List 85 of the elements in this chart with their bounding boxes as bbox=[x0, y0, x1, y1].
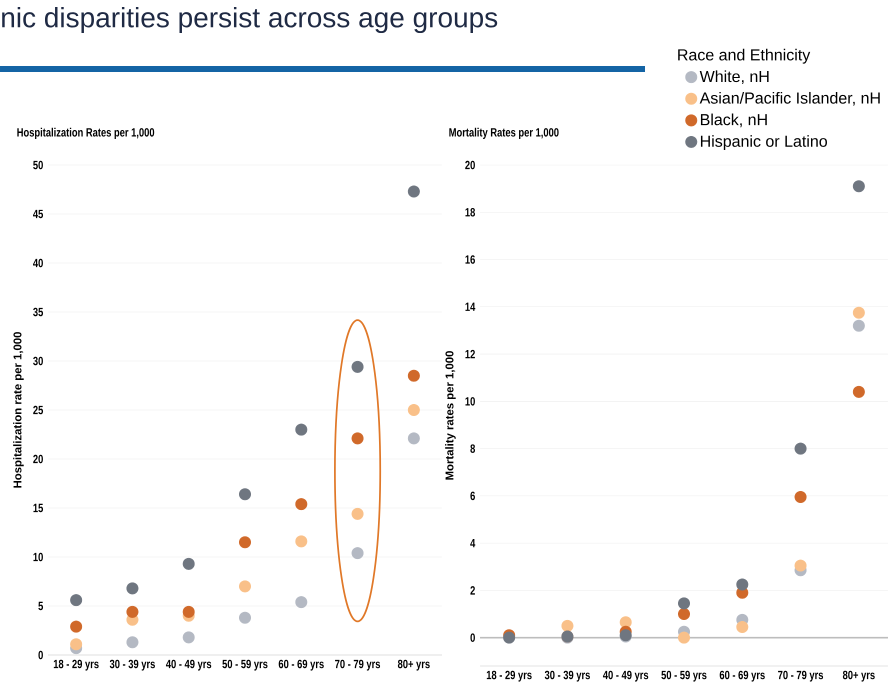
point bbox=[794, 442, 807, 455]
point bbox=[561, 620, 574, 632]
y-tick-label: 6 bbox=[470, 492, 475, 500]
point bbox=[852, 320, 865, 332]
point bbox=[295, 424, 308, 436]
x-tick-label: 18 - 29 yrs bbox=[54, 660, 99, 671]
y-tick-label: 8 bbox=[470, 444, 476, 453]
legend-label: White, nH bbox=[700, 70, 769, 84]
chart-title: Hospitalization Rates per 1,000 bbox=[17, 128, 154, 139]
point bbox=[852, 386, 865, 398]
point bbox=[70, 620, 82, 633]
point bbox=[238, 488, 252, 500]
point bbox=[182, 631, 195, 644]
y-tick-label: 20 bbox=[465, 160, 475, 170]
point bbox=[794, 491, 807, 504]
point bbox=[503, 632, 516, 644]
y-tick-label: 0 bbox=[470, 633, 475, 642]
point bbox=[852, 180, 865, 192]
y-tick-label: 10 bbox=[33, 552, 43, 562]
point bbox=[352, 547, 364, 560]
x-tick-label: 60 - 69 yrs bbox=[278, 660, 324, 671]
y-axis-title: Mortality rates per 1,000 bbox=[445, 351, 456, 480]
point bbox=[182, 606, 195, 618]
point bbox=[794, 560, 807, 572]
y-tick-label: 25 bbox=[33, 406, 44, 414]
point bbox=[352, 432, 364, 444]
x-tick-label: 80+ yrs bbox=[398, 660, 430, 671]
point bbox=[852, 306, 865, 319]
x-tick-label: 30 - 39 yrs bbox=[544, 670, 590, 682]
point bbox=[408, 185, 420, 198]
legend-title: Race and Ethnicity bbox=[678, 48, 810, 64]
point bbox=[238, 536, 252, 548]
y-tick-label: 12 bbox=[465, 350, 475, 358]
y-tick-label: 4 bbox=[470, 538, 476, 548]
point bbox=[70, 638, 82, 650]
x-tick-label: 80+ yrs bbox=[842, 670, 875, 682]
x-tick-label: 40 - 49 yrs bbox=[166, 660, 212, 671]
x-tick-label: 50 - 59 yrs bbox=[661, 670, 707, 682]
point bbox=[182, 558, 195, 570]
point bbox=[352, 508, 364, 520]
y-tick-label: 16 bbox=[465, 255, 475, 264]
x-tick-label: 18 - 29 yrs bbox=[486, 670, 532, 682]
y-tick-label: 45 bbox=[33, 210, 44, 218]
x-tick-label: 40 - 49 yrs bbox=[602, 670, 648, 682]
legend-label: Black, nH bbox=[700, 114, 767, 128]
text: nic disparities persist across age groups bbox=[2, 6, 498, 34]
point bbox=[736, 578, 748, 590]
y-tick-label: 40 bbox=[33, 258, 43, 268]
y-tick-label: 5 bbox=[38, 602, 44, 610]
y-axis-title: Hospitalization rate per 1,000 bbox=[13, 332, 24, 488]
chart-title: Mortality Rates per 1,000 bbox=[449, 128, 559, 139]
y-tick-label: 18 bbox=[465, 208, 476, 217]
x-tick-label: 30 - 39 yrs bbox=[110, 660, 155, 671]
y-tick-label: 20 bbox=[33, 454, 43, 464]
y-tick-label: 35 bbox=[33, 308, 44, 316]
point bbox=[678, 608, 690, 620]
point bbox=[238, 612, 252, 624]
y-tick-label: 2 bbox=[470, 586, 475, 595]
point bbox=[408, 370, 420, 382]
y-tick-label: 0 bbox=[38, 650, 43, 660]
y-tick-label: 14 bbox=[465, 302, 476, 311]
point bbox=[70, 594, 82, 606]
point bbox=[408, 432, 420, 444]
x-tick-label: 60 - 69 yrs bbox=[720, 670, 765, 682]
point bbox=[295, 498, 308, 510]
point bbox=[295, 596, 308, 608]
point bbox=[126, 582, 138, 594]
point bbox=[295, 535, 308, 548]
x-tick-label: 50 - 59 yrs bbox=[222, 660, 268, 671]
y-tick-label: 10 bbox=[465, 397, 475, 406]
point bbox=[678, 597, 690, 610]
x-tick-label: 70 - 79 yrs bbox=[778, 670, 824, 682]
point bbox=[678, 632, 690, 644]
point bbox=[126, 636, 138, 648]
legend-label: Asian/Pacific Islander, nH bbox=[700, 92, 880, 106]
legend-label: Hispanic or Latino bbox=[700, 135, 827, 150]
point bbox=[238, 580, 252, 592]
y-tick-label: 30 bbox=[33, 356, 43, 366]
x-tick-label: 70 - 79 yrs bbox=[335, 660, 380, 671]
point bbox=[408, 404, 420, 416]
point bbox=[352, 360, 364, 373]
point bbox=[126, 606, 138, 618]
point bbox=[736, 621, 748, 634]
y-tick-label: 15 bbox=[33, 504, 44, 512]
y-tick-label: 50 bbox=[33, 160, 43, 170]
